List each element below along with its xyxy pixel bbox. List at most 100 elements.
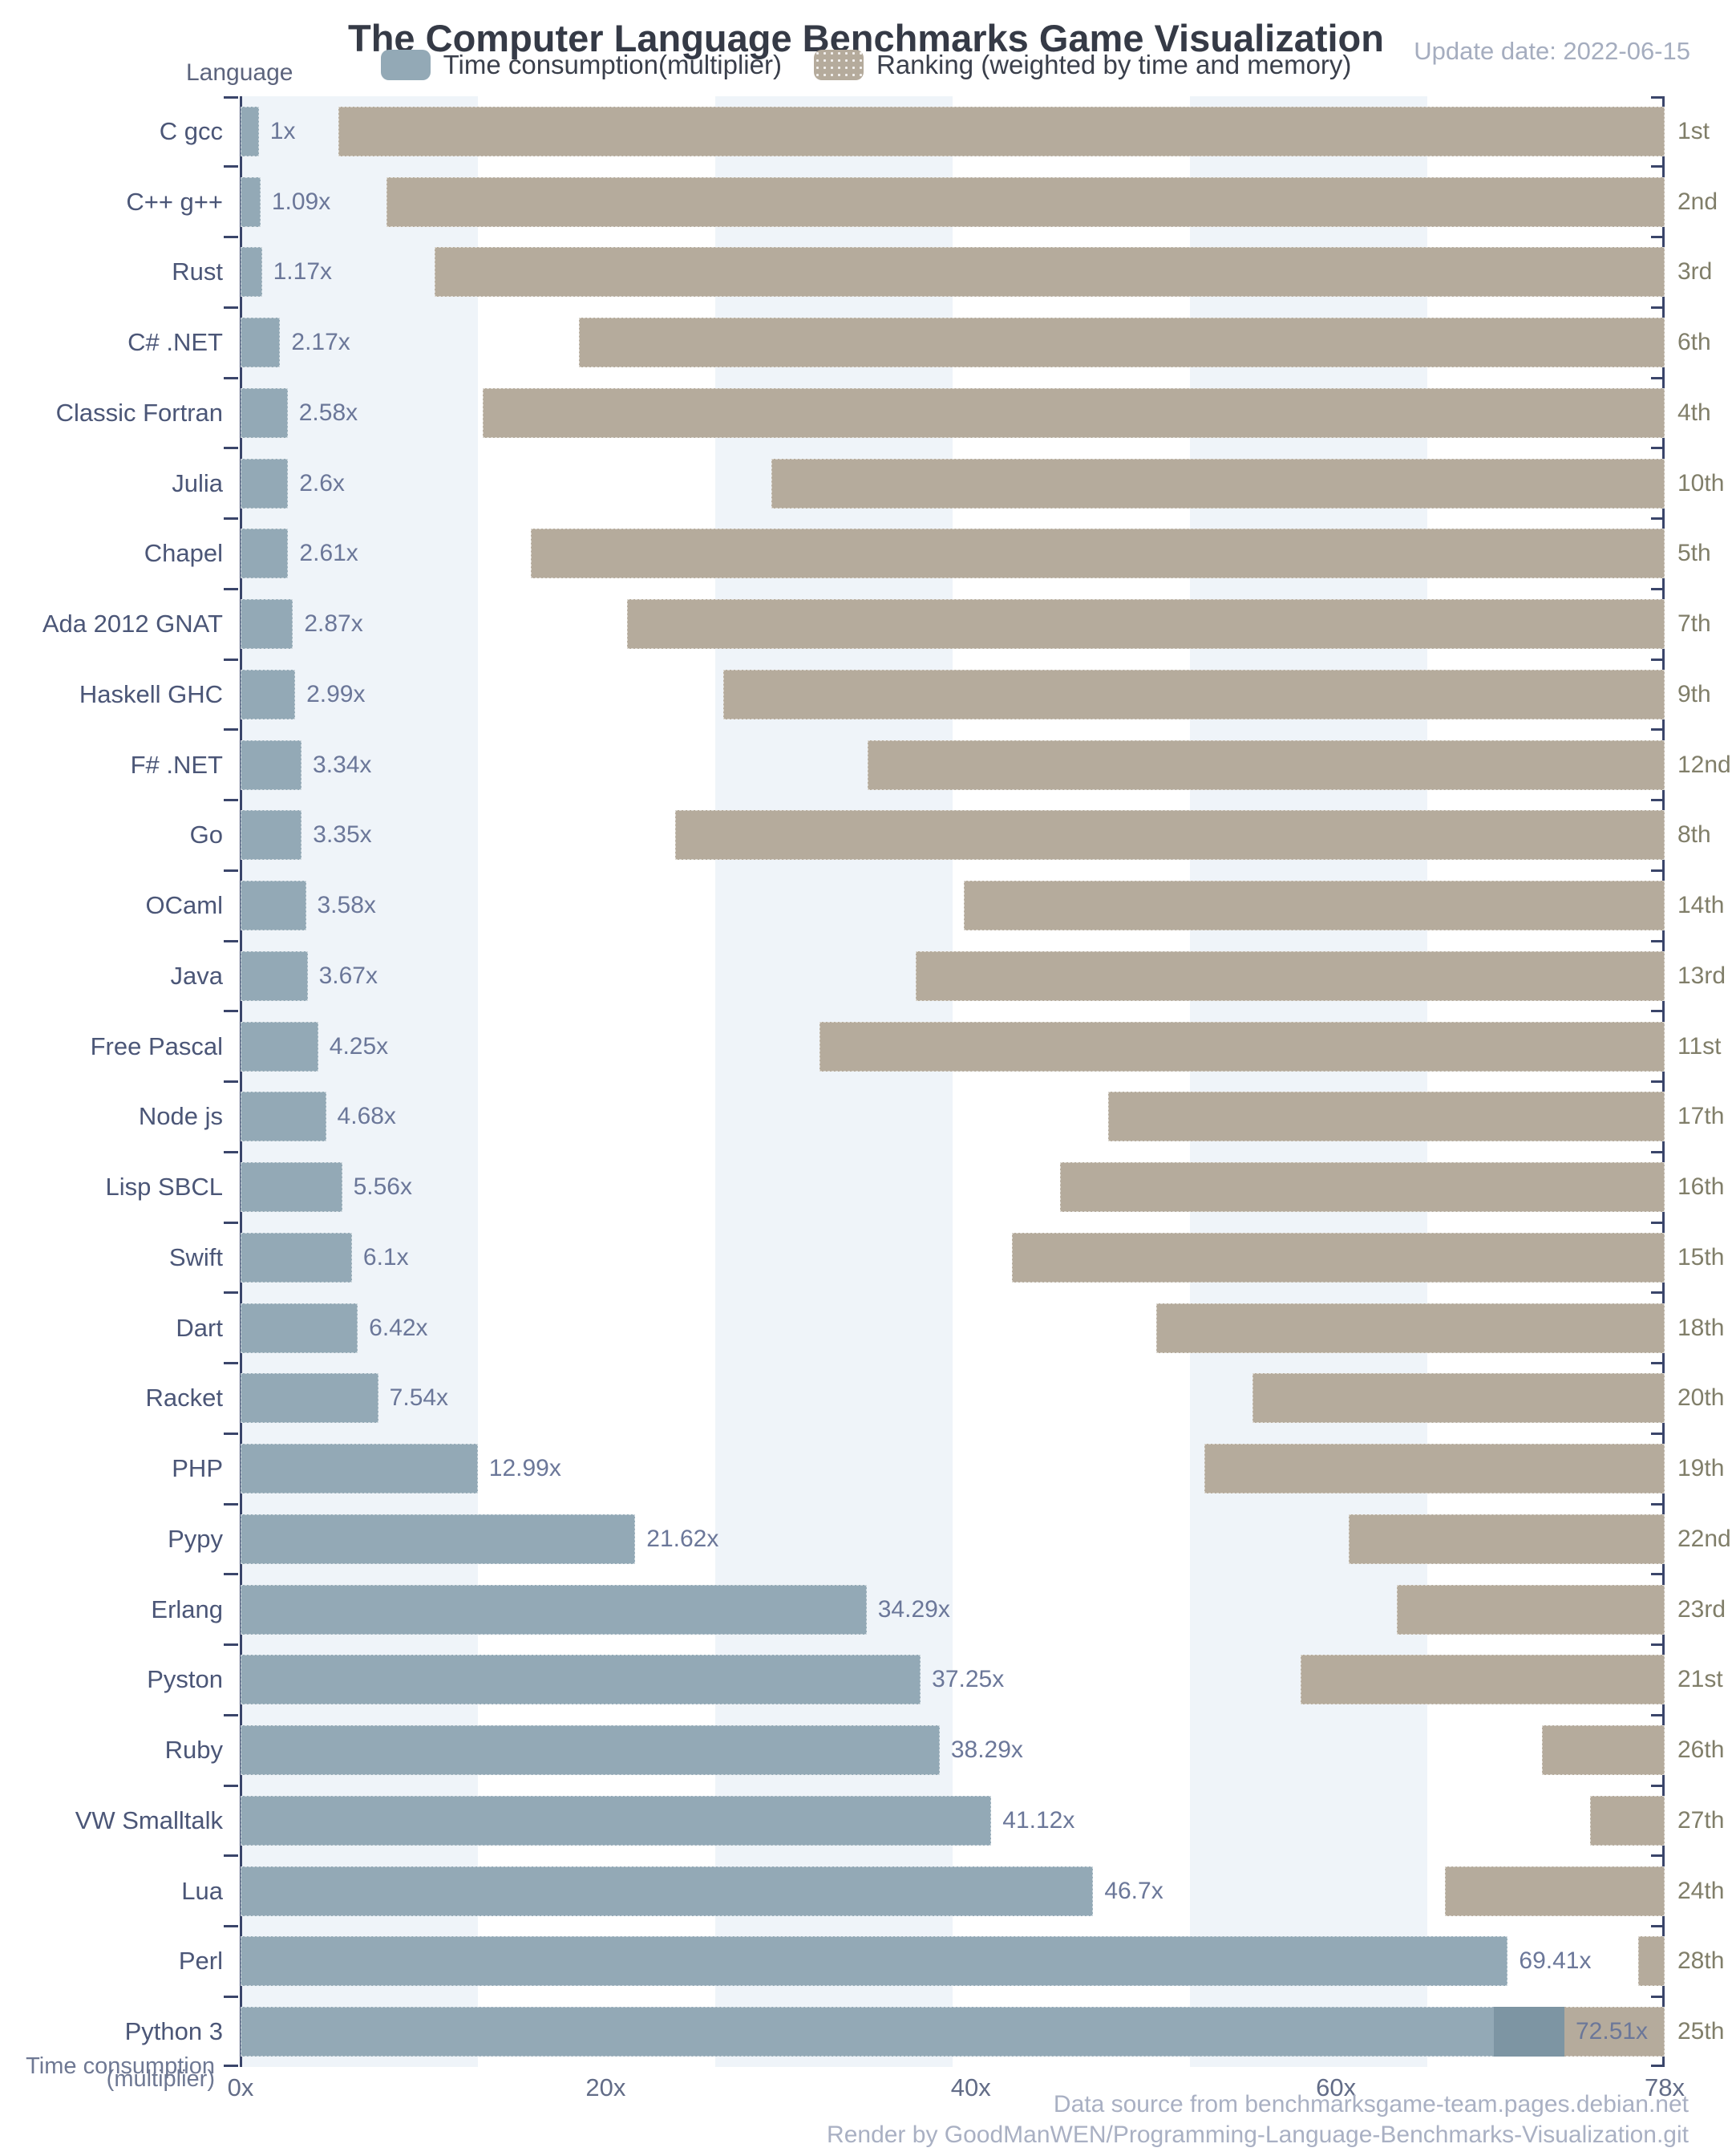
time-consumption-bar[interactable] <box>241 106 259 156</box>
ranking-bar[interactable] <box>579 318 1665 368</box>
rank-label: 23rd <box>1677 1595 1726 1623</box>
chart-row: Lisp SBCL 5.56x 16th <box>106 1152 1724 1222</box>
chart-row: Julia 2.6x 10th <box>172 448 1724 519</box>
axis-tick <box>224 1573 238 1576</box>
ranking-bar[interactable] <box>1589 1795 1665 1846</box>
x-axis-tick-label: 78x <box>1645 2073 1685 2101</box>
time-consumption-bar[interactable] <box>241 458 289 509</box>
axis-tick <box>224 587 238 590</box>
ranking-bar[interactable] <box>435 247 1665 298</box>
axis-tick <box>1651 1784 1662 1787</box>
ranking-bar[interactable] <box>1637 1936 1665 1987</box>
ranking-bar[interactable] <box>916 950 1665 1001</box>
rank-label: 27th <box>1677 1806 1725 1834</box>
x-axis-name-line1: Time consumption <box>26 2053 215 2079</box>
rank-label: 11st <box>1677 1032 1722 1060</box>
rank-label: 10th <box>1677 469 1725 496</box>
ranking-bar[interactable] <box>1012 1232 1665 1283</box>
time-consumption-bar[interactable] <box>241 1303 358 1353</box>
ranking-bar[interactable] <box>627 599 1665 650</box>
time-consumption-bar[interactable] <box>241 1021 318 1072</box>
ranking-bar[interactable] <box>771 458 1665 509</box>
legend-item-ranking[interactable]: Ranking (weighted by time and memory) <box>813 50 1351 80</box>
time-consumption-bar[interactable] <box>241 1936 1508 1987</box>
chart-row: F# .NET 3.34x 12nd <box>131 730 1731 800</box>
ranking-bar[interactable] <box>1060 1162 1665 1213</box>
chart-row: Node js 4.68x 17th <box>139 1082 1724 1153</box>
axis-tick <box>224 1925 238 1927</box>
ranking-bar[interactable] <box>1349 1514 1665 1564</box>
rank-label: 12nd <box>1677 751 1731 778</box>
value-label: 7.54x <box>389 1384 449 1412</box>
time-consumption-bar[interactable] <box>241 1444 478 1494</box>
language-label: Lisp SBCL <box>105 1173 223 1202</box>
time-consumption-bar[interactable] <box>241 950 308 1001</box>
time-consumption-bar[interactable] <box>241 176 261 227</box>
time-consumption-bar[interactable] <box>241 318 281 368</box>
rank-label: 19th <box>1677 1455 1725 1482</box>
time-consumption-bar[interactable] <box>241 529 289 579</box>
time-consumption-bar[interactable] <box>241 1866 1094 1916</box>
axis-tick <box>224 1784 238 1787</box>
ranking-bar[interactable] <box>1204 1444 1665 1494</box>
ranking-bar[interactable] <box>1397 1584 1665 1635</box>
chart-row: Chapel 2.61x 5th <box>144 519 1711 590</box>
value-label: 38.29x <box>950 1737 1023 1764</box>
ranking-bar[interactable] <box>1445 1866 1665 1916</box>
ranking-bar[interactable] <box>1156 1303 1665 1353</box>
time-consumption-bar[interactable] <box>241 740 302 790</box>
chart-row: Racket 7.54x 20th <box>146 1364 1724 1434</box>
language-label: Pyston <box>147 1665 223 1694</box>
legend-item-time-consumption[interactable]: Time consumption(multiplier) <box>380 50 782 80</box>
time-consumption-bar[interactable] <box>241 810 302 861</box>
time-consumption-bar[interactable] <box>241 1795 992 1846</box>
time-consumption-bar[interactable] <box>241 1092 326 1142</box>
time-consumption-bar[interactable] <box>241 669 296 719</box>
rank-label: 28th <box>1677 1947 1725 1975</box>
time-consumption-bar[interactable] <box>241 1514 636 1564</box>
ranking-bar[interactable] <box>1108 1092 1665 1142</box>
time-consumption-bar[interactable] <box>241 1232 352 1283</box>
ranking-bar[interactable] <box>531 529 1665 579</box>
axis-tick <box>224 1432 238 1435</box>
ranking-bar[interactable] <box>1541 1725 1665 1776</box>
value-label: 3.34x <box>313 751 372 778</box>
time-consumption-bar[interactable] <box>241 247 262 298</box>
ranking-bar[interactable] <box>483 387 1665 438</box>
ranking-bar[interactable] <box>1252 1373 1665 1424</box>
ranking-bar[interactable] <box>1301 1655 1665 1705</box>
axis-tick <box>1651 447 1662 450</box>
ranking-bar[interactable] <box>675 810 1665 861</box>
time-series-swatch-icon <box>380 50 431 80</box>
ranking-bar[interactable] <box>819 1021 1665 1072</box>
time-consumption-bar[interactable] <box>241 881 306 931</box>
ranking-bar[interactable] <box>868 740 1665 790</box>
value-label: 2.87x <box>304 610 363 638</box>
axis-tick <box>224 1643 238 1646</box>
time-consumption-bar[interactable] <box>241 2007 1564 2057</box>
time-consumption-bar[interactable] <box>241 1584 867 1635</box>
ranking-bar[interactable] <box>338 106 1665 156</box>
time-consumption-bar[interactable] <box>241 1162 342 1213</box>
chart-row: Dart 6.42x 18th <box>176 1293 1724 1364</box>
ranking-bar[interactable] <box>723 669 1665 719</box>
language-label: OCaml <box>145 891 223 920</box>
ranking-bar[interactable] <box>964 881 1665 931</box>
language-label: Rust <box>172 257 223 286</box>
chart-row: Haskell GHC 2.99x 9th <box>79 659 1711 730</box>
time-consumption-bar[interactable] <box>241 599 293 650</box>
rank-label: 3rd <box>1677 258 1713 286</box>
chart-row: C# .NET 2.17x 6th <box>127 307 1711 378</box>
language-label: Erlang <box>151 1595 223 1623</box>
time-consumption-bar[interactable] <box>241 1373 378 1424</box>
rank-label: 17th <box>1677 1103 1725 1130</box>
language-label: Python 3 <box>124 2017 223 2046</box>
time-consumption-bar[interactable] <box>241 1725 940 1776</box>
language-label: C gcc <box>159 116 223 145</box>
time-consumption-bar[interactable] <box>241 1655 921 1705</box>
chart-row: C++ g++ 1.09x 2nd <box>126 167 1718 237</box>
language-label: Classic Fortran <box>55 398 223 427</box>
ranking-bar[interactable] <box>386 176 1665 227</box>
time-consumption-bar[interactable] <box>241 387 288 438</box>
